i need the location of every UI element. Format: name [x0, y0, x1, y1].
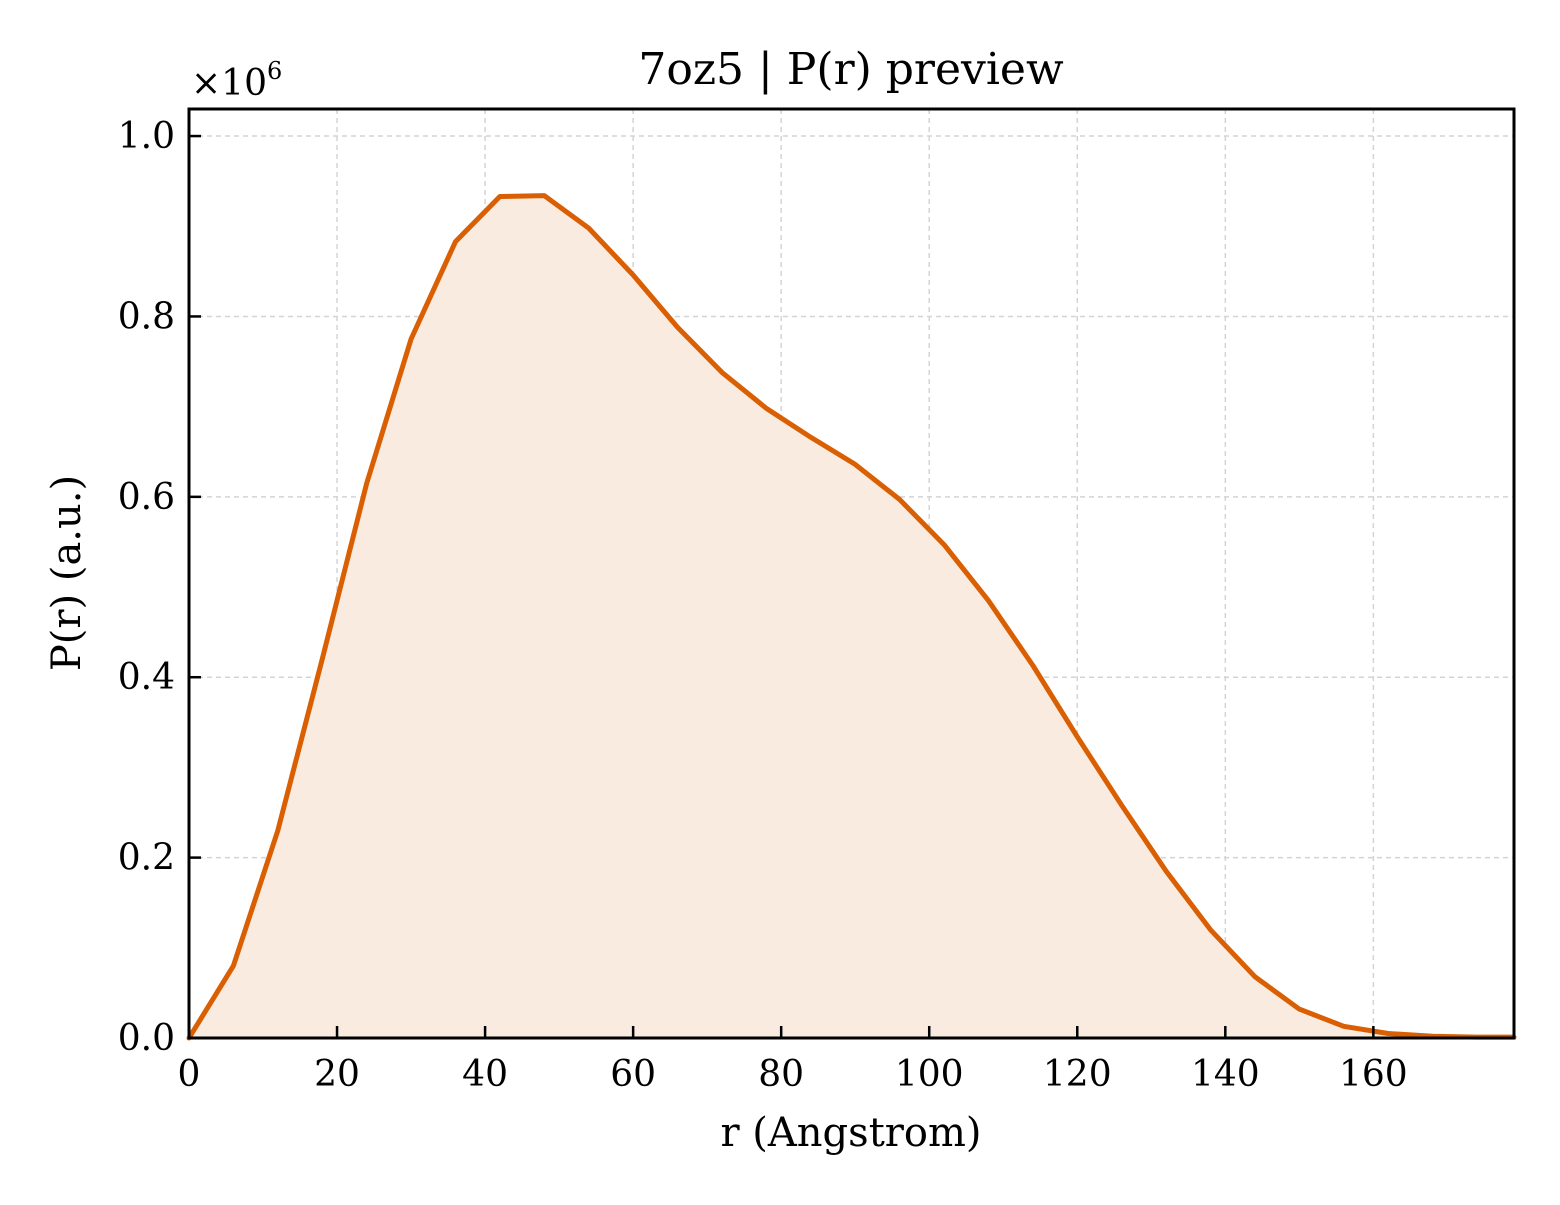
- x-tick-label: 60: [610, 1054, 656, 1095]
- y-multiplier: ×106: [191, 57, 282, 104]
- y-tick-label: 0.8: [118, 296, 175, 337]
- area-layer: [189, 195, 1514, 1039]
- y-multiplier-exponent: 6: [267, 57, 282, 85]
- x-tick-label: 80: [758, 1054, 804, 1095]
- x-tick-label: 160: [1339, 1054, 1408, 1095]
- x-tick-label: 20: [314, 1054, 360, 1095]
- x-tick-label: 0: [178, 1054, 201, 1095]
- y-tick-label: 0.0: [118, 1018, 175, 1059]
- line-layer: [186, 193, 1517, 1041]
- y-tick-label: 1.0: [118, 116, 175, 157]
- ticks: 0 20 40 60 80 100 120 140 160 0.0 0.2 0.4 0.6 0.8 1.0: [118, 116, 1408, 1095]
- plot-frame: [187, 107, 1516, 1040]
- y-multiplier-base: ×10: [191, 63, 267, 104]
- x-tick-label: 40: [462, 1054, 508, 1095]
- x-tick-label: 120: [1043, 1054, 1112, 1095]
- x-tick-label: 140: [1191, 1054, 1260, 1095]
- y-tick-label: 0.4: [118, 657, 175, 698]
- series-line: [186, 193, 1517, 1041]
- x-axis-label: r (Angstrom): [720, 1110, 981, 1156]
- y-axis-label: P(r) (a.u.): [44, 475, 90, 671]
- chart-title: 7oz5 | P(r) preview: [638, 44, 1064, 95]
- y-tick-label: 0.6: [118, 477, 175, 518]
- x-tick-label: 100: [895, 1054, 964, 1095]
- y-tick-label: 0.2: [118, 838, 175, 879]
- series-area-fill: [189, 195, 1514, 1039]
